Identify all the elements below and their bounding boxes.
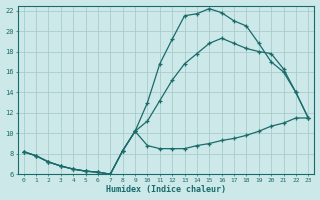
X-axis label: Humidex (Indice chaleur): Humidex (Indice chaleur) (106, 185, 226, 194)
